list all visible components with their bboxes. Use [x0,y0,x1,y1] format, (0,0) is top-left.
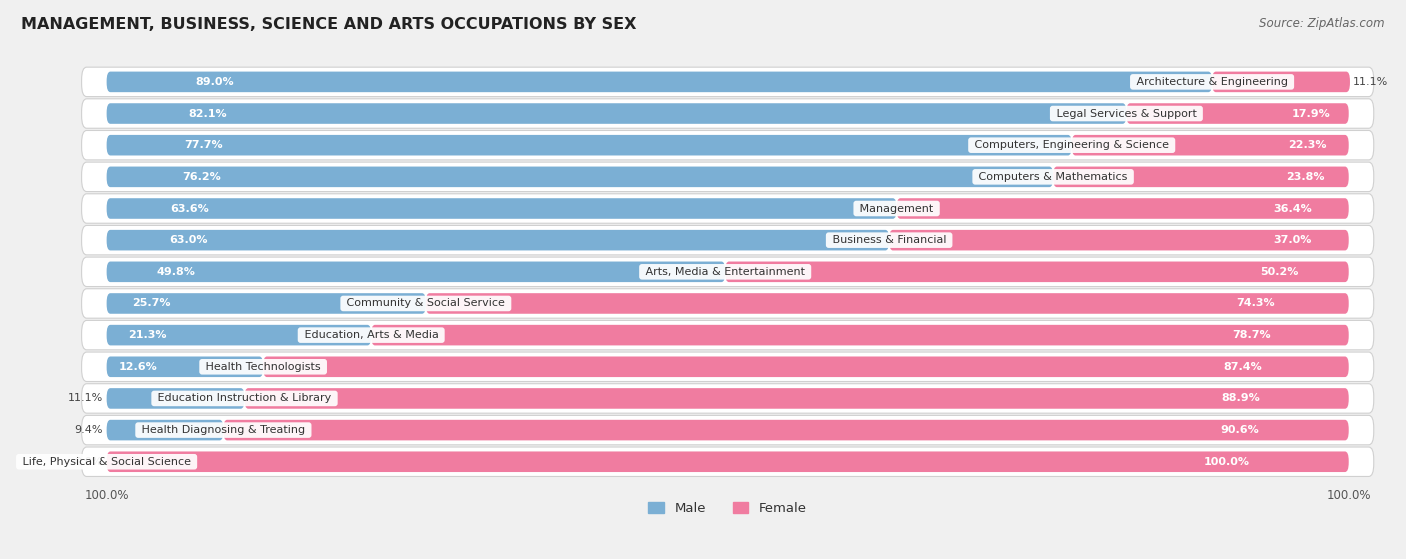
FancyBboxPatch shape [82,130,1374,160]
Text: 0.0%: 0.0% [75,457,103,467]
Text: 11.1%: 11.1% [67,394,103,404]
FancyBboxPatch shape [263,357,1348,377]
Text: 22.3%: 22.3% [1288,140,1327,150]
FancyBboxPatch shape [82,257,1374,287]
Text: Health Technologists: Health Technologists [202,362,325,372]
FancyBboxPatch shape [107,357,263,377]
FancyBboxPatch shape [82,162,1374,192]
FancyBboxPatch shape [82,447,1374,476]
FancyBboxPatch shape [889,230,1348,250]
Text: Education Instruction & Library: Education Instruction & Library [155,394,335,404]
Text: Computers, Engineering & Science: Computers, Engineering & Science [972,140,1173,150]
FancyBboxPatch shape [1071,135,1348,155]
FancyBboxPatch shape [107,420,224,440]
Text: 9.4%: 9.4% [75,425,103,435]
Text: 21.3%: 21.3% [128,330,166,340]
Text: 87.4%: 87.4% [1223,362,1261,372]
FancyBboxPatch shape [82,194,1374,223]
FancyBboxPatch shape [82,225,1374,255]
FancyBboxPatch shape [107,167,1053,187]
Text: Health Diagnosing & Treating: Health Diagnosing & Treating [138,425,309,435]
Text: 23.8%: 23.8% [1286,172,1324,182]
Legend: Male, Female: Male, Female [648,503,807,515]
Text: Architecture & Engineering: Architecture & Engineering [1133,77,1291,87]
Text: 25.7%: 25.7% [132,299,170,309]
Text: 82.1%: 82.1% [188,108,226,119]
FancyBboxPatch shape [107,293,426,314]
FancyBboxPatch shape [224,420,1348,440]
Text: 63.6%: 63.6% [170,203,208,214]
Text: Life, Physical & Social Science: Life, Physical & Social Science [18,457,194,467]
Text: 36.4%: 36.4% [1274,203,1313,214]
Text: 37.0%: 37.0% [1274,235,1312,245]
Text: 88.9%: 88.9% [1222,394,1260,404]
FancyBboxPatch shape [107,262,725,282]
Text: 50.2%: 50.2% [1260,267,1299,277]
FancyBboxPatch shape [1126,103,1348,124]
Text: Legal Services & Support: Legal Services & Support [1053,108,1201,119]
FancyBboxPatch shape [82,320,1374,350]
FancyBboxPatch shape [107,388,245,409]
FancyBboxPatch shape [82,99,1374,128]
FancyBboxPatch shape [1053,167,1348,187]
Text: Arts, Media & Entertainment: Arts, Media & Entertainment [643,267,808,277]
FancyBboxPatch shape [82,352,1374,381]
FancyBboxPatch shape [82,415,1374,445]
Text: 76.2%: 76.2% [183,172,221,182]
Text: 77.7%: 77.7% [184,140,222,150]
FancyBboxPatch shape [371,325,1348,345]
Text: 100.0%: 100.0% [1204,457,1250,467]
Text: 89.0%: 89.0% [195,77,233,87]
FancyBboxPatch shape [82,289,1374,318]
Text: Education, Arts & Media: Education, Arts & Media [301,330,441,340]
FancyBboxPatch shape [897,198,1348,219]
FancyBboxPatch shape [82,383,1374,413]
FancyBboxPatch shape [107,452,1348,472]
Text: Source: ZipAtlas.com: Source: ZipAtlas.com [1260,17,1385,30]
Text: 63.0%: 63.0% [169,235,208,245]
Text: Management: Management [856,203,936,214]
FancyBboxPatch shape [107,135,1071,155]
Text: MANAGEMENT, BUSINESS, SCIENCE AND ARTS OCCUPATIONS BY SEX: MANAGEMENT, BUSINESS, SCIENCE AND ARTS O… [21,17,637,32]
FancyBboxPatch shape [1212,72,1350,92]
Text: 78.7%: 78.7% [1232,330,1271,340]
Text: 74.3%: 74.3% [1236,299,1275,309]
Text: 90.6%: 90.6% [1220,425,1258,435]
FancyBboxPatch shape [107,198,897,219]
FancyBboxPatch shape [245,388,1348,409]
FancyBboxPatch shape [82,67,1374,97]
Text: 12.6%: 12.6% [120,362,157,372]
FancyBboxPatch shape [107,103,1126,124]
FancyBboxPatch shape [426,293,1348,314]
Text: 17.9%: 17.9% [1292,108,1331,119]
Text: 49.8%: 49.8% [156,267,195,277]
FancyBboxPatch shape [107,230,889,250]
Text: 11.1%: 11.1% [1353,77,1388,87]
FancyBboxPatch shape [107,72,1212,92]
Text: Business & Financial: Business & Financial [828,235,949,245]
FancyBboxPatch shape [725,262,1348,282]
Text: Community & Social Service: Community & Social Service [343,299,509,309]
Text: Computers & Mathematics: Computers & Mathematics [976,172,1130,182]
FancyBboxPatch shape [107,325,371,345]
